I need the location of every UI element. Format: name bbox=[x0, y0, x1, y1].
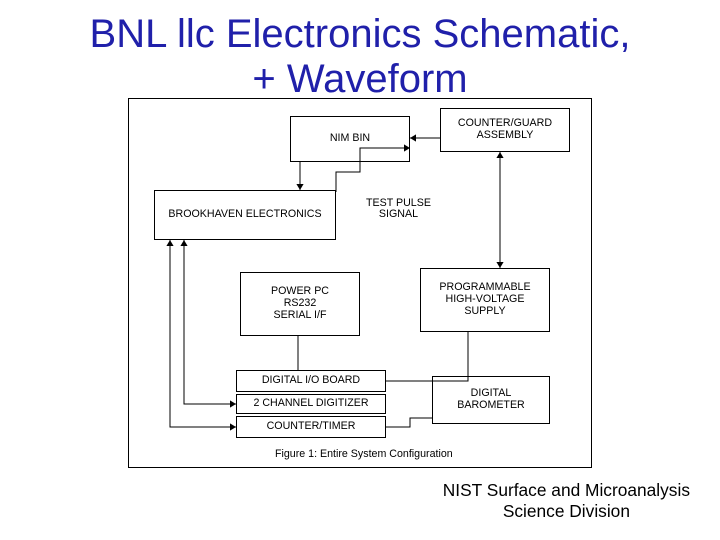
diagram-caption: Figure 1: Entire System Configuration bbox=[275, 448, 453, 460]
page-title: BNL llc Electronics Schematic, + Wavefor… bbox=[0, 12, 720, 102]
node-digitizer: 2 CHANNEL DIGITIZER bbox=[236, 394, 386, 414]
footer-attribution: NIST Surface and Microanalysis Science D… bbox=[443, 480, 690, 522]
test-pulse-label: TEST PULSE SIGNAL bbox=[366, 198, 431, 220]
node-counter-timer: COUNTER/TIMER bbox=[236, 416, 386, 438]
slide: BNL llc Electronics Schematic, + Wavefor… bbox=[0, 0, 720, 540]
node-brookhaven: BROOKHAVEN ELECTRONICS bbox=[154, 190, 336, 240]
node-power-pc: POWER PC RS232 SERIAL I/F bbox=[240, 272, 360, 336]
node-counter-guard: COUNTER/GUARD ASSEMBLY bbox=[440, 108, 570, 152]
node-hv-supply: PROGRAMMABLE HIGH-VOLTAGE SUPPLY bbox=[420, 268, 550, 332]
node-dig-io: DIGITAL I/O BOARD bbox=[236, 370, 386, 392]
node-barometer: DIGITAL BAROMETER bbox=[432, 376, 550, 424]
node-nim-bin: NIM BIN bbox=[290, 116, 410, 162]
